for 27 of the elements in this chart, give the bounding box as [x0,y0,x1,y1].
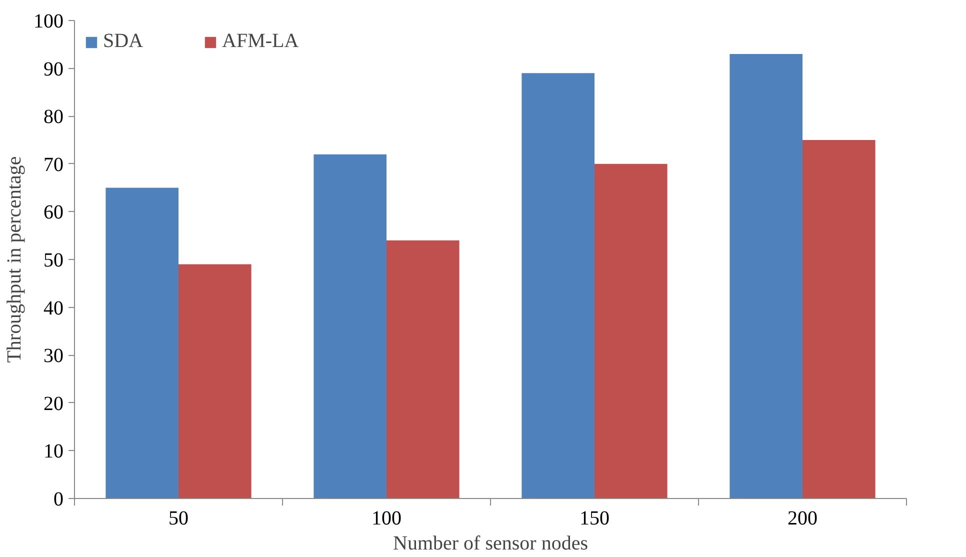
y-tick-label: 30 [44,345,64,368]
y-tick-label: 100 [34,10,64,32]
y-tick-label: 40 [44,297,64,320]
bar [106,188,178,498]
bar [522,73,594,498]
bar [802,140,876,498]
y-tick-label: 70 [44,154,64,176]
bar [178,264,252,498]
bar [730,54,802,498]
x-tick-label: 50 [168,508,188,530]
legend-label: SDA [103,30,144,53]
x-tick-label: 150 [580,508,610,530]
x-tick-label: 200 [788,508,818,530]
bar [386,240,460,498]
y-tick-label: 10 [44,440,64,463]
bar [594,164,668,498]
y-axis-title: Throughput in percentage [4,156,26,363]
y-tick-label: 80 [44,106,64,128]
y-tick-label: 90 [44,58,64,80]
legend-label: AFM-LA [222,30,299,53]
bar [314,154,386,498]
y-tick-label: 50 [44,250,64,272]
y-tick-label: 0 [54,488,64,510]
y-tick-label: 20 [44,392,64,415]
y-tick-label: 60 [44,202,64,224]
x-axis-title: Number of sensor nodes [393,532,588,554]
x-tick-label: 100 [372,508,402,530]
